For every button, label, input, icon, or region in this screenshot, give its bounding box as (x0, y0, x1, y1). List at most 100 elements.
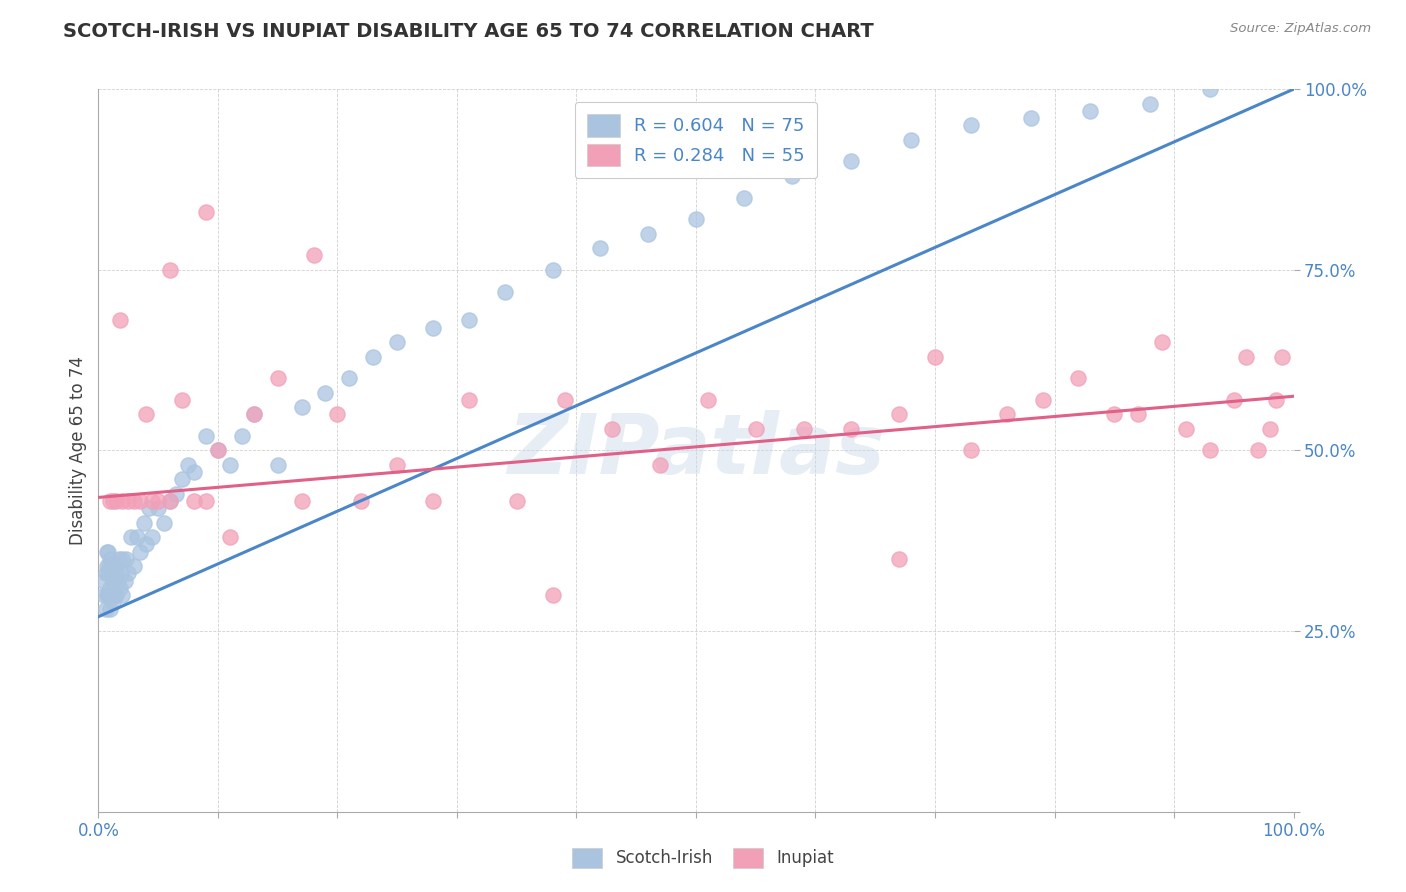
Point (195, 429, 218, 443)
Point (363, 350, 385, 364)
Point (339, 371, 361, 385)
Point (291, 400, 314, 414)
Point (135, 537, 157, 551)
Point (120, 530, 142, 544)
Point (685, 212, 707, 227)
Point (1032, 392, 1054, 407)
Point (93, 588, 115, 602)
Point (1019, 111, 1042, 125)
Point (422, 494, 444, 508)
Point (94, 566, 117, 581)
Point (243, 407, 266, 421)
Point (1067, 371, 1090, 385)
Point (1175, 422, 1198, 436)
Text: Source: ZipAtlas.com: Source: ZipAtlas.com (1230, 22, 1371, 36)
Point (195, 205, 218, 219)
Point (103, 588, 125, 602)
Point (422, 320, 444, 334)
Point (159, 262, 181, 277)
Point (153, 516, 176, 530)
Point (105, 559, 128, 574)
Point (132, 516, 155, 530)
Point (98, 494, 122, 508)
Point (506, 494, 529, 508)
Point (183, 465, 205, 479)
Point (302, 248, 325, 262)
Point (231, 429, 253, 443)
Point (125, 530, 148, 544)
Point (172, 472, 194, 486)
Point (1152, 334, 1174, 349)
Point (267, 458, 290, 472)
Point (96, 588, 118, 602)
Point (1271, 350, 1294, 364)
Point (97, 566, 120, 581)
Point (648, 458, 672, 472)
Point (1080, 103, 1102, 118)
Point (159, 494, 181, 508)
Point (101, 574, 124, 588)
Point (141, 530, 163, 544)
Point (1128, 407, 1150, 421)
Point (98, 581, 122, 595)
Point (105, 588, 128, 602)
Point (745, 422, 768, 436)
Point (924, 350, 946, 364)
Point (129, 544, 152, 558)
Point (96, 544, 118, 558)
Point (960, 119, 983, 133)
Point (267, 371, 290, 385)
Point (1223, 392, 1246, 407)
Point (889, 551, 911, 566)
Point (1104, 407, 1126, 421)
Point (103, 559, 125, 574)
Point (326, 407, 349, 421)
Point (1258, 422, 1281, 436)
Point (195, 494, 218, 508)
Point (107, 574, 129, 588)
Point (98, 559, 121, 574)
Point (494, 285, 516, 299)
Point (554, 392, 576, 407)
Point (165, 487, 187, 501)
Point (602, 422, 624, 436)
Point (1264, 392, 1286, 407)
Point (108, 581, 131, 595)
Point (105, 494, 128, 508)
Point (350, 494, 373, 508)
Point (589, 241, 612, 255)
Point (97, 544, 120, 558)
Point (841, 422, 863, 436)
Point (104, 588, 127, 602)
Legend: Scotch-Irish, Inupiat: Scotch-Irish, Inupiat (565, 841, 841, 875)
Point (291, 494, 314, 508)
Point (101, 595, 124, 609)
Point (114, 574, 136, 588)
Point (900, 133, 922, 147)
Point (1234, 350, 1257, 364)
Point (129, 494, 152, 508)
Point (107, 551, 129, 566)
Point (141, 494, 163, 508)
Point (135, 407, 157, 421)
Point (110, 566, 132, 581)
Point (183, 494, 205, 508)
Point (159, 494, 181, 508)
Point (315, 385, 337, 400)
Point (207, 443, 229, 458)
Point (243, 407, 266, 421)
Point (1247, 443, 1270, 458)
Point (637, 227, 659, 241)
Point (385, 458, 409, 472)
Point (841, 154, 863, 169)
Point (98, 551, 122, 566)
Point (1199, 82, 1222, 96)
Point (889, 407, 911, 421)
Point (96, 559, 118, 574)
Point (98, 588, 121, 602)
Point (138, 501, 160, 516)
Point (100, 566, 122, 581)
Point (97, 588, 120, 602)
Point (94, 602, 117, 616)
Point (458, 313, 481, 327)
